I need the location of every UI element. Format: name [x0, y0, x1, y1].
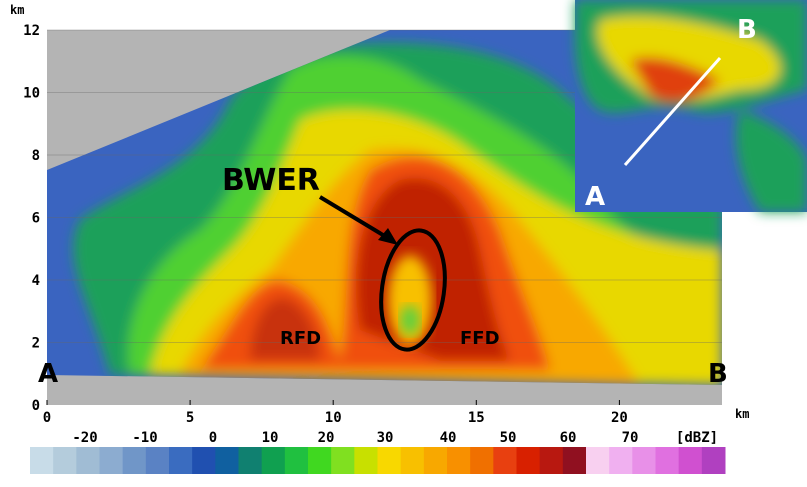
- color-swatch: [377, 447, 402, 474]
- color-swatch: [632, 447, 656, 474]
- color-swatch: [261, 447, 286, 474]
- color-swatch: [215, 447, 239, 474]
- x-tick-label: 0: [43, 410, 51, 426]
- y-tick-label: 12: [23, 23, 40, 39]
- color-swatch: [423, 447, 448, 474]
- color-swatch: [53, 447, 77, 474]
- inset-b-label: B: [737, 15, 757, 45]
- scale-label: 40: [440, 430, 457, 446]
- color-swatch: [678, 447, 703, 474]
- color-bar: -20 -10 0 10 20 30 40 50 60 70 [dBZ]: [30, 430, 726, 474]
- color-swatch: [308, 447, 332, 474]
- color-swatch: [609, 447, 633, 474]
- scale-label: 70: [622, 430, 639, 446]
- x-tick-label: 10: [325, 410, 342, 426]
- color-swatch: [99, 447, 124, 474]
- y-tick-label: 6: [32, 211, 40, 227]
- inset-map: A B: [575, 0, 807, 212]
- y-tick-label: 4: [32, 273, 40, 289]
- x-tick-label: 15: [468, 410, 485, 426]
- arrow-head: [378, 228, 398, 245]
- color-swatch: [539, 447, 564, 474]
- point-a-label: A: [38, 359, 58, 389]
- color-swatch: [284, 447, 309, 474]
- color-swatch: [122, 447, 147, 474]
- color-swatch: [586, 447, 610, 474]
- color-swatch: [331, 447, 355, 474]
- color-swatch: [145, 447, 170, 474]
- color-swatch: [192, 447, 216, 474]
- color-swatch: [701, 447, 726, 474]
- y-tick-label: 10: [23, 86, 40, 102]
- x-tick-label: 20: [611, 410, 628, 426]
- x-tick-label: 5: [186, 410, 194, 426]
- arrow: [318, 195, 390, 240]
- scale-label: 50: [500, 430, 517, 446]
- color-swatch: [354, 447, 378, 474]
- y-tick-label: 8: [32, 148, 40, 164]
- inset-a-label: A: [585, 182, 605, 212]
- scale-label: 10: [262, 430, 279, 446]
- scale-label: -20: [72, 430, 97, 446]
- y-axis-unit: km: [10, 3, 24, 17]
- y-tick-label: 0: [32, 398, 40, 414]
- color-swatch: [400, 447, 425, 474]
- rfd-label: RFD: [280, 328, 321, 349]
- color-swatch: [447, 447, 471, 474]
- color-swatch: [470, 447, 494, 474]
- scale-label: 30: [377, 430, 394, 446]
- color-swatch: [562, 447, 587, 474]
- ffd-label: FFD: [460, 328, 500, 349]
- color-swatch: [516, 447, 541, 474]
- bwer-label: BWER: [222, 163, 320, 198]
- scale-label: -10: [132, 430, 157, 446]
- bwer-ellipse: [379, 228, 447, 352]
- color-swatch: [169, 447, 193, 474]
- scale-label: 20: [318, 430, 335, 446]
- color-swatch: [76, 447, 100, 474]
- x-axis-unit: km: [735, 407, 749, 421]
- scale-label: 60: [560, 430, 577, 446]
- color-swatch: [655, 447, 680, 474]
- scale-label: 0: [209, 430, 217, 446]
- color-swatch: [493, 447, 517, 474]
- color-swatch: [30, 447, 54, 474]
- point-b-label: B: [708, 359, 728, 389]
- scale-unit: [dBZ]: [676, 430, 718, 446]
- y-tick-label: 2: [32, 336, 40, 352]
- color-swatch: [238, 447, 263, 474]
